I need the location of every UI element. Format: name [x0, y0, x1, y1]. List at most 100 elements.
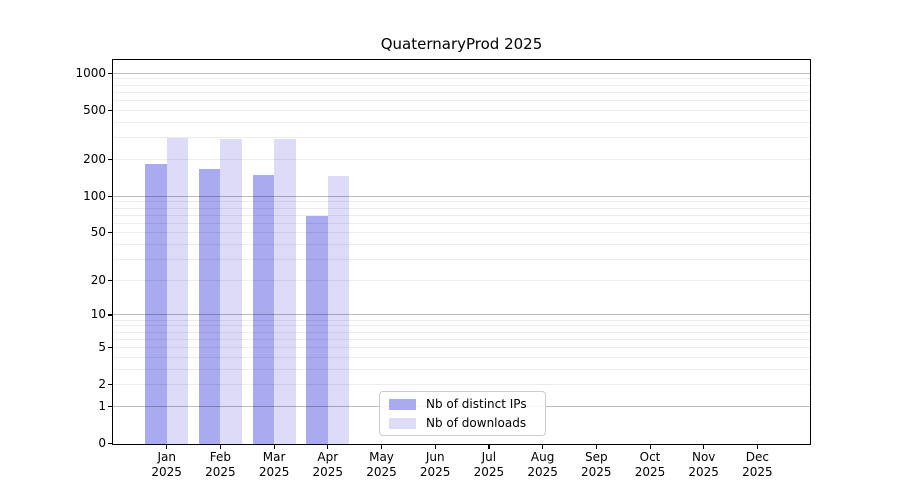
x-tick-month: Oct	[639, 450, 661, 464]
legend: Nb of distinct IPs Nb of downloads	[379, 391, 546, 436]
x-tick-mark	[327, 444, 329, 449]
x-tick-mark	[273, 444, 275, 449]
x-tick-mark	[756, 444, 759, 449]
x-tick-month: Sep	[584, 450, 608, 464]
x-tick-label: Nov 2025	[672, 450, 736, 480]
y-tick-mark	[108, 384, 112, 386]
x-tick-year: 2025	[151, 465, 182, 479]
x-tick-label: Oct 2025	[618, 450, 682, 480]
x-tick-month: Dec	[745, 450, 769, 464]
x-tick-label: Jul 2025	[457, 450, 521, 480]
gridline-major	[113, 314, 810, 316]
x-tick-mark	[488, 444, 490, 449]
bar-downloads-jan	[166, 138, 189, 444]
gridline-minor	[113, 319, 810, 321]
legend-label-distinct-ips: Nb of distinct IPs	[426, 396, 527, 411]
legend-swatch-downloads	[389, 417, 416, 429]
legend-swatch-distinct-ips	[389, 398, 416, 410]
gridline-major	[113, 195, 810, 197]
x-tick-label: Aug 2025	[511, 450, 575, 480]
bar-distinct-ips-apr	[306, 215, 328, 444]
x-tick-year: 2025	[634, 465, 666, 479]
bar-downloads-feb	[220, 138, 242, 444]
y-tick-label: 500	[83, 102, 106, 117]
x-tick-year: 2025	[419, 465, 451, 479]
y-tick-label: 5	[98, 339, 106, 354]
x-tick-month: Feb	[209, 450, 232, 464]
gridline-minor	[113, 279, 810, 281]
y-tick-mark	[108, 346, 112, 349]
x-tick-month: Apr	[317, 450, 339, 464]
x-tick-label: May 2025	[350, 450, 414, 480]
x-tick-year: 2025	[473, 465, 505, 479]
x-tick-year: 2025	[527, 465, 558, 479]
gridline-minor	[113, 356, 810, 358]
y-tick-label: 10	[90, 307, 106, 322]
x-tick-year: 2025	[205, 465, 236, 479]
gridline-minor	[113, 325, 810, 327]
gridline-minor	[113, 158, 810, 160]
gridline-minor	[113, 214, 810, 216]
x-tick-mark	[703, 444, 705, 449]
x-tick-mark	[542, 444, 544, 449]
y-tick-label: 2	[98, 377, 106, 392]
x-tick-label: Feb 2025	[188, 450, 252, 480]
x-tick-mark	[434, 444, 436, 449]
x-tick-label: Apr 2025	[296, 450, 360, 480]
gridline-minor	[113, 258, 810, 260]
y-tick-label: 100	[83, 188, 106, 203]
gridline-minor	[113, 232, 810, 234]
plot-area	[112, 59, 811, 445]
bar-downloads-apr	[327, 175, 350, 444]
y-tick-mark	[108, 109, 112, 112]
x-tick-month: May	[369, 450, 394, 464]
x-tick-year: 2025	[581, 465, 612, 479]
x-tick-label: Jan 2025	[135, 450, 199, 480]
x-tick-year: 2025	[366, 465, 397, 479]
gridline-minor	[113, 84, 810, 86]
x-tick-month: Jun	[425, 450, 445, 464]
gridline-minor	[113, 78, 810, 80]
y-tick-label: 0	[98, 436, 106, 450]
y-tick-mark	[108, 314, 112, 316]
gridline-minor	[113, 201, 810, 203]
x-tick-mark	[649, 444, 651, 449]
y-tick-mark	[108, 443, 112, 445]
x-tick-mark	[381, 444, 383, 449]
x-tick-label: Dec 2025	[725, 450, 789, 480]
x-tick-year: 2025	[742, 465, 773, 479]
x-tick-month: Mar	[262, 450, 286, 464]
y-tick-label: 50	[90, 225, 106, 240]
gridline-minor	[113, 368, 810, 370]
legend-label-downloads: Nb of downloads	[426, 415, 527, 430]
y-tick-mark	[108, 279, 112, 282]
y-tick-label: 200	[83, 151, 106, 166]
gridline-minor	[113, 331, 810, 333]
gridline-minor	[113, 109, 810, 111]
gridline-minor	[113, 100, 810, 102]
x-tick-month: Aug	[530, 450, 555, 464]
x-tick-month: Jan	[157, 450, 176, 464]
bar-distinct-ips-feb	[198, 169, 221, 444]
bar-distinct-ips-mar	[252, 174, 275, 444]
legend-item-downloads: Nb of downloads	[389, 416, 536, 431]
gridline-minor	[113, 207, 810, 209]
x-tick-month: Jul	[481, 450, 497, 464]
y-tick-label: 1000	[75, 65, 106, 80]
gridline-minor	[113, 338, 810, 340]
x-tick-year: 2025	[688, 465, 719, 479]
gridline-minor	[113, 121, 810, 123]
y-tick-label: 1	[98, 398, 106, 413]
x-tick-year: 2025	[258, 465, 290, 479]
x-tick-mark	[219, 444, 222, 449]
legend-item-distinct-ips: Nb of distinct IPs	[389, 397, 536, 412]
gridline-minor	[113, 222, 810, 224]
gridline-minor	[113, 243, 810, 245]
bar-downloads-mar	[274, 139, 296, 444]
bar-distinct-ips-jan	[145, 164, 167, 444]
x-tick-mark	[166, 444, 168, 449]
x-tick-label: Jun 2025	[403, 450, 467, 480]
y-tick-mark	[108, 232, 112, 234]
x-tick-label: Sep 2025	[564, 450, 628, 480]
